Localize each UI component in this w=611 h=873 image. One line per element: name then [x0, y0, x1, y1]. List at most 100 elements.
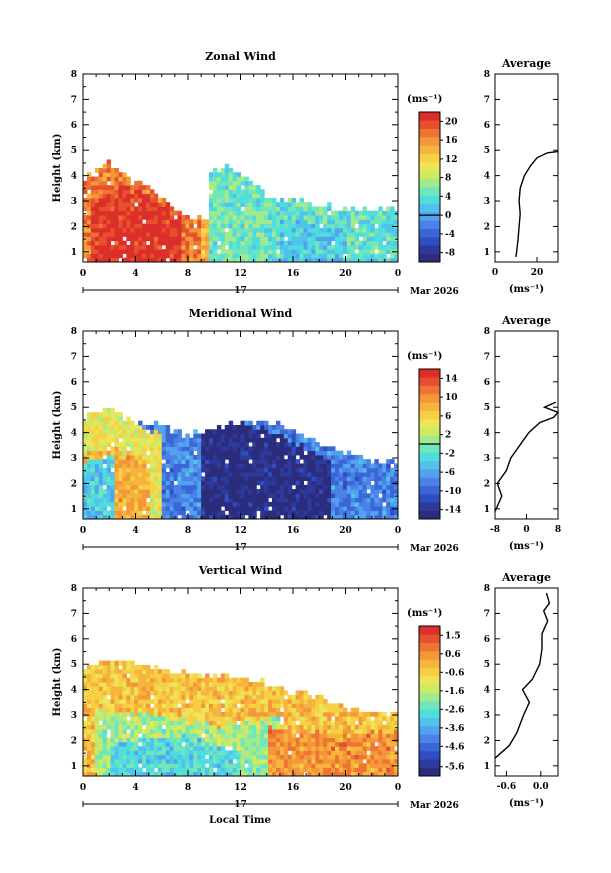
heatmap-cell [118, 210, 123, 216]
heatmap-cell [366, 763, 371, 768]
heatmap-cell [338, 472, 344, 477]
heatmap-cell [83, 227, 88, 233]
heatmap-cell [142, 686, 147, 692]
heatmap-cell [327, 724, 332, 730]
heatmap-cell [346, 501, 352, 507]
heatmap-cell [264, 442, 269, 447]
heatmap-cell [220, 737, 226, 743]
heatmap-cell [205, 467, 210, 473]
heatmap-cell [83, 767, 88, 773]
heatmap-cell [299, 240, 304, 246]
heatmap-cell [102, 219, 108, 225]
heatmap-cell [315, 506, 320, 511]
heatmap-cell [370, 210, 375, 216]
heatmap-cell [209, 716, 214, 721]
heatmap-cell [252, 737, 257, 743]
heatmap-cell [94, 741, 100, 747]
heatmap-cell [252, 493, 257, 499]
heatmap-cell [307, 767, 312, 773]
heatmap-cell [189, 716, 194, 721]
heatmap-cell [303, 699, 308, 704]
heatmap-cell [374, 240, 379, 246]
heatmap-cell [287, 484, 293, 490]
heatmap-cell [354, 758, 360, 764]
heatmap-cell [299, 501, 304, 507]
heatmap-cell [134, 506, 139, 511]
heatmap-cell [327, 741, 332, 747]
heatmap-cell [264, 197, 269, 203]
heatmap-cell [331, 767, 336, 773]
heatmap-cell [327, 514, 332, 520]
heatmap-cell [110, 215, 115, 220]
colorbar-swatch [419, 469, 440, 478]
heatmap-cell [209, 737, 214, 743]
heatmap-cell [209, 429, 214, 435]
heatmap-cell [142, 459, 147, 464]
colorbar-swatch [419, 410, 440, 420]
heatmap-cell [106, 673, 112, 679]
heatmap-cell [370, 467, 375, 473]
heatmap-cell [165, 741, 171, 747]
heatmap-cell [201, 720, 206, 726]
heatmap-cell [205, 501, 210, 507]
heatmap-cell [149, 232, 155, 237]
heatmap-cell [122, 716, 127, 721]
heatmap-cell [83, 215, 88, 220]
heatmap-cell [331, 480, 336, 486]
heatmap-cell [232, 463, 238, 469]
heatmap-cell [311, 758, 316, 764]
heatmap-cell [315, 459, 320, 464]
heatmap-cell [287, 763, 293, 768]
heatmap-cell [346, 484, 352, 490]
heatmap-cell [193, 690, 198, 696]
heatmap-cell [169, 720, 175, 726]
heatmap-cell [90, 215, 96, 220]
heatmap-cell [248, 206, 253, 212]
heatmap-cell [362, 771, 367, 777]
heatmap-cell [142, 185, 147, 190]
heatmap-cell [240, 716, 245, 721]
heatmap-cell [185, 476, 190, 482]
heatmap-cell [338, 210, 344, 216]
heatmap-cell [138, 771, 143, 777]
heatmap-cell [311, 450, 316, 456]
heatmap-cell [228, 729, 234, 734]
heatmap-cell [315, 472, 320, 477]
heatmap-cell [118, 724, 123, 730]
heatmap-cell [181, 232, 186, 237]
heatmap-cell [94, 257, 100, 263]
heatmap-cell [102, 257, 108, 263]
heatmap-cell [177, 215, 182, 220]
heatmap-cell [224, 729, 230, 734]
heatmap-cell [106, 249, 112, 254]
heatmap-cell [181, 437, 186, 443]
heatmap-cell [358, 240, 364, 246]
heatmap-cell [114, 185, 119, 190]
heatmap-cell [350, 711, 356, 717]
heatmap-cell [201, 514, 206, 520]
heatmap-cell [327, 501, 332, 507]
heatmap-cell [228, 429, 234, 435]
heatmap-cell [212, 493, 218, 499]
heatmap-cell [209, 729, 214, 734]
heatmap-cell [374, 493, 379, 499]
heatmap-cell [354, 257, 360, 263]
heatmap-cell [272, 253, 277, 259]
heatmap-cell [181, 476, 186, 482]
heatmap-cell [212, 193, 218, 199]
heatmap-cell [189, 484, 194, 490]
heatmap-cell [138, 514, 143, 520]
colorbar-tick-label: 1.5 [445, 631, 461, 641]
heatmap-cell [260, 454, 265, 460]
heatmap-cell [149, 758, 155, 764]
heatmap-cell [130, 437, 135, 443]
colorbar-swatch [419, 742, 440, 752]
heatmap-cell [86, 746, 92, 751]
heatmap-cell [299, 754, 304, 760]
heatmap-cell [149, 450, 155, 456]
heatmap-cell [275, 227, 281, 233]
heatmap-cell [279, 754, 285, 760]
heatmap-cell [205, 716, 210, 721]
heatmap-cell [248, 489, 253, 494]
heatmap-cell [291, 206, 297, 212]
